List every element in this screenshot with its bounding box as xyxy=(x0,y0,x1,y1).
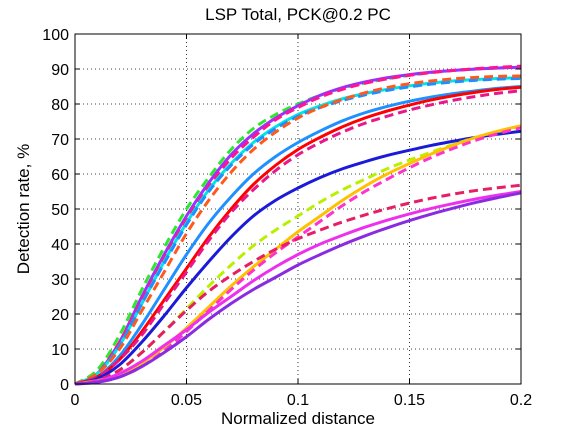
x-tick-label: 0.1 xyxy=(287,392,309,409)
x-tick-label: 0.15 xyxy=(394,392,425,409)
chart-title: LSP Total, PCK@0.2 PC xyxy=(205,5,391,24)
series-line-9 xyxy=(74,89,522,386)
y-tick-label: 100 xyxy=(42,27,69,44)
y-tick-label: 10 xyxy=(51,342,69,359)
y-tick-label: 0 xyxy=(60,377,69,394)
series-line-10 xyxy=(74,129,522,386)
x-tick-label: 0.05 xyxy=(171,392,202,409)
axis-ticks: 0 0.05 0.1 0.15 0.2 0 10 20 30 40 50 60 70 80 90 100 xyxy=(42,27,532,409)
x-axis-label: Normalized distance xyxy=(221,409,375,428)
series-line-8 xyxy=(74,85,522,386)
series-line-7 xyxy=(74,85,522,386)
y-tick-label: 60 xyxy=(51,167,69,184)
series-line-6 xyxy=(74,74,522,386)
y-tick-label: 30 xyxy=(51,272,69,289)
series-group xyxy=(74,64,522,386)
y-tick-label: 80 xyxy=(51,97,69,114)
series-line-12 xyxy=(74,124,522,386)
y-tick-label: 70 xyxy=(51,132,69,149)
y-tick-label: 20 xyxy=(51,307,69,324)
y-tick-label: 50 xyxy=(51,202,69,219)
series-line-16 xyxy=(74,191,522,386)
y-axis-label: Detection rate, % xyxy=(14,144,33,274)
series-line-5 xyxy=(74,76,522,386)
x-tick-label: 0 xyxy=(71,392,80,409)
y-tick-label: 40 xyxy=(51,237,69,254)
series-line-15 xyxy=(74,190,522,386)
series-line-14 xyxy=(74,183,522,386)
x-tick-label: 0.2 xyxy=(510,392,532,409)
y-tick-label: 90 xyxy=(51,62,69,79)
series-line-3 xyxy=(74,64,522,386)
